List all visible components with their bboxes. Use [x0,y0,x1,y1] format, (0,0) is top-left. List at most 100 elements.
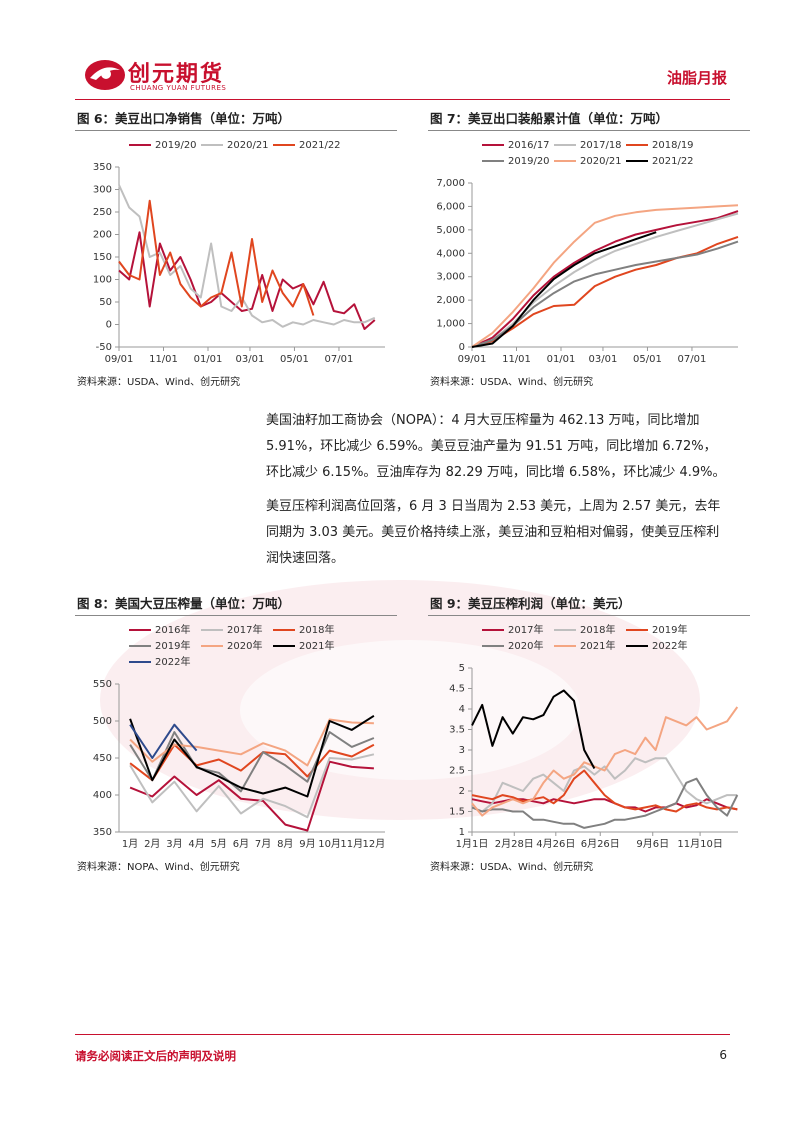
x-tick-label: 11月10日 [677,838,722,850]
series-line [129,714,375,798]
legend-label: 2016/17 [508,140,550,151]
series-line [118,199,315,316]
figure-title: 图 8：美国大豆压榨量（单位：万吨） [75,594,397,616]
y-tick-label: 2 [459,786,465,797]
x-tick-label: 07/01 [325,354,354,365]
series-line [471,777,739,829]
x-tick-label: 8月 [277,838,293,850]
figure-source: 资料来源：USDA、Wind、创元研究 [430,377,594,388]
series-line [129,760,374,832]
figure-source: 资料来源：USDA、Wind、创元研究 [430,862,594,873]
logo-text: 创元期货 [128,62,225,87]
report-title: 油脂月报 [666,69,727,87]
y-tick-label: 2.5 [449,766,465,777]
legend-label: 2020/21 [580,156,622,167]
series-line [471,240,739,348]
y-tick-label: 7,000 [436,178,465,189]
y-tick-label: 6,000 [436,201,465,212]
y-tick-label: 500 [93,716,112,727]
y-tick-label: 350 [93,162,112,173]
legend-label: 2019/20 [508,156,550,167]
x-tick-label: 2月 [144,838,160,850]
figure: 图 7：美豆出口装船累计值（单位：万吨） 2016/17 2017/18 2018/… [428,109,750,388]
footer-rule [75,1034,730,1035]
legend-label: 2017年 [508,623,543,636]
chart: 2016/17 2017/18 2018/19 2019/20 2020/21 2021/… [436,140,739,365]
figure: 图 6：美豆出口净销售（单位：万吨） 2019/20 2020/21 2021/22… [75,109,397,388]
x-tick-label: 11/01 [502,354,531,365]
paragraph: 美豆压榨利润高位回落，6 月 3 日当周为 2.53 美元，上周为 2.57 美… [266,499,721,566]
legend-label: 2020年 [508,639,543,652]
series-line [471,210,739,348]
y-tick-label: 5,000 [436,225,465,236]
series-line [471,689,596,769]
y-tick-label: 3.5 [449,725,465,736]
series-line [471,769,738,813]
x-tick-label: 01/01 [194,354,223,365]
x-tick-label: 6月 [233,838,249,850]
figure-title: 图 7：美豆出口装船累计值（单位：万吨） [428,109,750,131]
legend-label: 2022年 [155,655,190,668]
y-tick-label: 200 [93,230,112,241]
x-tick-label: 11/01 [149,354,178,365]
y-tick-label: -50 [96,342,112,353]
y-tick-label: 2,000 [436,295,465,306]
legend-label: 2021年 [580,639,615,652]
legend-label: 2018年 [299,623,334,636]
x-tick-label: 11月 [340,838,363,850]
y-tick-label: 0 [106,320,112,331]
legend-label: 2018/19 [652,140,694,151]
x-tick-label: 1月1日 [456,838,489,850]
x-tick-label: 03/01 [236,354,265,365]
legend-label: 2016年 [155,623,190,636]
series-line [129,731,375,793]
y-tick-label: 4.5 [449,684,465,695]
chart: 2016年 2017年 2018年 2019年 2020年 2021年 2022年 1月 2月 3… [93,623,386,850]
y-tick-label: 250 [93,207,112,218]
y-tick-label: 50 [99,297,112,308]
legend-label: 2019/20 [155,140,197,151]
legend-label: 2017/18 [580,140,622,151]
x-tick-label: 05/01 [280,354,309,365]
y-tick-label: 1 [459,827,465,838]
watermark [100,580,700,820]
chart: 2019/20 2020/21 2021/22 09/01 11/01 01/01 03/0… [93,140,385,365]
legend-label: 2020年 [227,639,262,652]
y-tick-label: 400 [93,790,112,801]
logo-mark [85,60,125,90]
legend-label: 2017年 [227,623,262,636]
series-line [129,723,198,759]
series-line [129,753,375,819]
y-tick-label: 150 [93,252,112,263]
legend-label: 2019年 [652,623,687,636]
y-tick-label: 450 [93,753,112,764]
y-tick-label: 3 [459,745,465,756]
x-tick-label: 9月6日 [636,838,669,850]
figure-source: 资料来源：NOPA、Wind、创元研究 [77,862,240,873]
header-rule [75,99,730,100]
figure: 图 8：美国大豆压榨量（单位：万吨） 2016年 2017年 2018年 2019年 2… [75,594,397,873]
x-tick-label: 09/01 [458,354,487,365]
legend-label: 2021年 [299,639,334,652]
series-line [471,204,739,348]
x-tick-label: 09/01 [105,354,134,365]
figure-title: 图 9：美豆压榨利润（单位：美元） [428,594,750,616]
legend-label: 2021/22 [652,156,694,167]
legend-label: 2021/22 [299,140,341,151]
x-tick-label: 2月28日 [495,838,534,850]
y-tick-label: 300 [93,185,112,196]
figure-title: 图 6：美豆出口净销售（单位：万吨） [75,109,397,131]
x-tick-label: 5月 [211,838,227,850]
legend-label: 2022年 [652,639,687,652]
x-tick-label: 01/01 [547,354,576,365]
x-tick-label: 9月 [299,838,315,850]
x-tick-label: 7月 [255,838,271,850]
body-text: 美国油籽加工商协会（NOPA）：4 月大豆压榨量为 462.13 万吨，同比增加… [266,408,728,580]
y-tick-label: 550 [93,679,112,690]
y-tick-label: 1,000 [436,319,465,330]
x-tick-label: 12月 [363,838,386,850]
series-line [118,184,376,328]
x-tick-label: 10月 [318,838,341,850]
